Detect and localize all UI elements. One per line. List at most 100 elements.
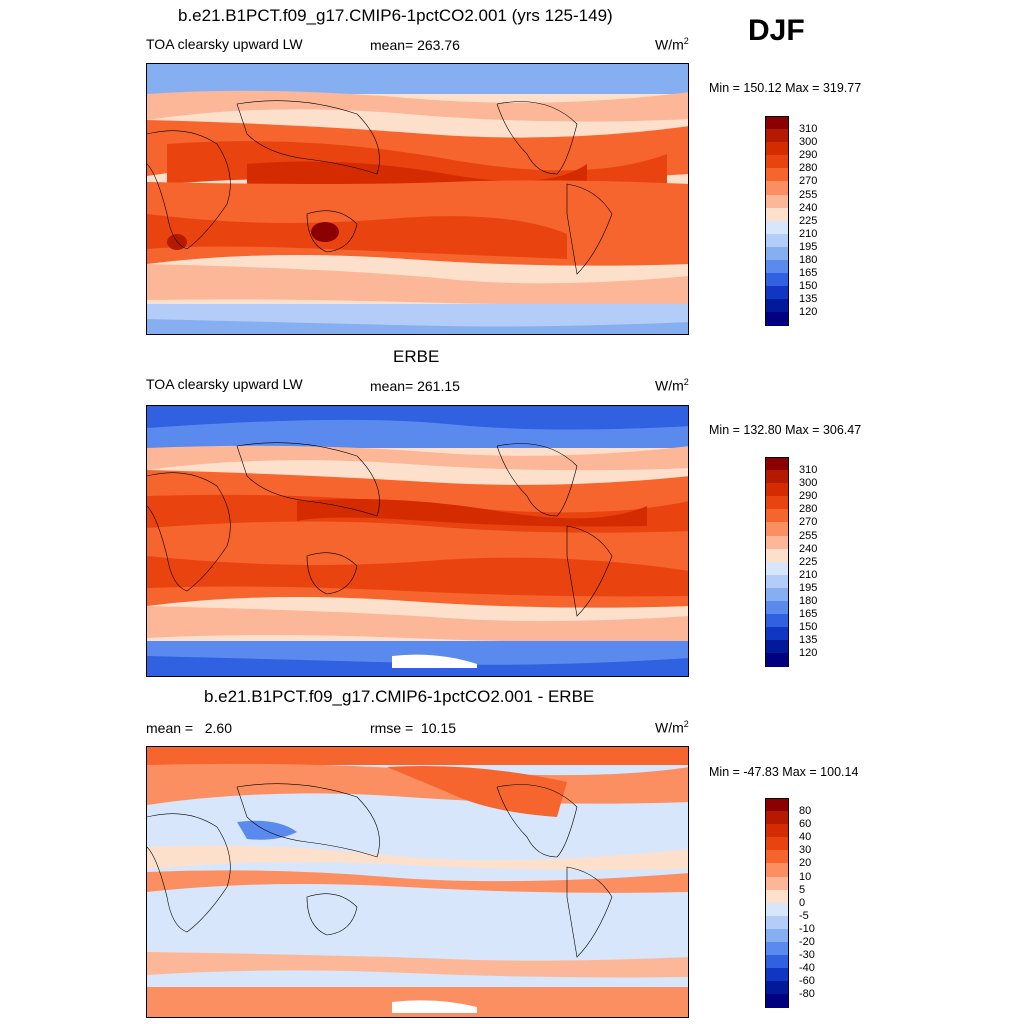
colorbar-tick-label: 290 [799, 149, 818, 161]
colorbar-swatch [765, 548, 789, 562]
colorbar-tick-label: 280 [799, 503, 818, 515]
colorbar-swatch [765, 286, 789, 300]
panel-mean-label: mean= 263.76 [370, 37, 460, 53]
colorbar-tick-label: 240 [799, 202, 818, 214]
colorbar-swatch [765, 273, 789, 287]
panel-title: ERBE [393, 347, 440, 366]
colorbar-model: 310 300 290 280 270 255 240 225 210 195 … [765, 116, 817, 326]
colorbar-tick-label: 150 [799, 621, 818, 633]
colorbar-swatch [765, 207, 789, 221]
colorbar-tick-label: -20 [799, 936, 815, 948]
colorbar-tick-label: 60 [799, 818, 812, 830]
colorbar-tick-label: 10 [799, 871, 812, 883]
colorbar-tick-label: 135 [799, 293, 818, 305]
colorbar-swatch [765, 260, 789, 274]
colorbar-tick-label: 40 [799, 831, 812, 843]
panel-minmax: Min = 132.80 Max = 306.47 [709, 423, 862, 437]
colorbar-swatch [765, 587, 789, 602]
colorbar-tick-label: 30 [799, 844, 812, 856]
colorbar-swatch [765, 876, 789, 890]
colorbar-tick-label: -60 [799, 975, 815, 987]
colorbar-diff: 80 60 40 30 20 10 5 0 -5 -10 -20 -30 -40… [765, 798, 815, 1008]
colorbar-swatch [765, 155, 789, 169]
colorbar-tick-label: -5 [799, 910, 809, 922]
colorbar-swatch [765, 640, 789, 654]
colorbar-swatch [765, 457, 789, 471]
colorbar-swatch [765, 902, 789, 916]
colorbar-swatch [765, 863, 789, 877]
colorbar-swatch [765, 994, 789, 1008]
colorbar-tick-label: -40 [799, 962, 815, 974]
colorbar-swatch [765, 574, 789, 588]
colorbar-tick-label: -80 [799, 988, 815, 1000]
colorbar-swatch [765, 889, 789, 903]
panel-minmax: Min = -47.83 Max = 100.14 [709, 765, 859, 779]
colorbar-tick-label: 300 [799, 477, 818, 489]
colorbar-swatch [765, 509, 789, 523]
colorbar-swatch [765, 928, 789, 943]
colorbar-tick-label: 300 [799, 136, 818, 148]
colorbar-obs: 310 300 290 280 270 255 240 225 210 195 … [765, 457, 817, 667]
colorbar-tick-label: 0 [799, 897, 806, 909]
colorbar-swatch [765, 483, 789, 497]
colorbar-swatch [765, 601, 789, 615]
colorbar-swatch [765, 129, 789, 143]
colorbar-swatch [765, 968, 789, 982]
colorbar-tick-label: -30 [799, 949, 815, 961]
colorbar-swatch [765, 627, 789, 641]
panel-units: W/m2 [655, 719, 689, 736]
map-model [146, 63, 689, 335]
panel-left-label: TOA clearsky upward LW [146, 376, 303, 392]
colorbar-swatch [765, 653, 789, 667]
colorbar-tick-label: 270 [799, 175, 818, 187]
colorbar-swatch [765, 194, 789, 208]
colorbar-tick-label: 240 [799, 543, 818, 555]
colorbar-tick-label: -10 [799, 923, 815, 935]
colorbar-tick-label: 255 [799, 530, 818, 542]
colorbar-tick-label: 165 [799, 267, 818, 279]
colorbar-tick-label: 165 [799, 608, 818, 620]
colorbar-swatch [765, 837, 789, 851]
colorbar-tick-label: 195 [799, 582, 818, 594]
colorbar-tick-label: 195 [799, 241, 818, 253]
colorbar-swatch [765, 142, 789, 156]
panel-left-label: TOA clearsky upward LW [146, 36, 303, 52]
colorbar-tick-label: 310 [799, 464, 818, 476]
colorbar-swatch [765, 942, 789, 956]
colorbar-tick-label: 310 [799, 123, 818, 135]
season-label: DJF [748, 14, 805, 47]
panel-minmax: Min = 150.12 Max = 319.77 [709, 81, 862, 95]
panel-units: W/m2 [655, 36, 689, 53]
colorbar-swatch [765, 299, 789, 313]
map-obs [146, 405, 689, 677]
colorbar-swatch [765, 915, 789, 929]
colorbar-swatch [765, 220, 789, 234]
colorbar-tick-label: 135 [799, 634, 818, 646]
colorbar-swatch [765, 522, 789, 536]
colorbar-tick-label: 290 [799, 490, 818, 502]
map-diff [146, 746, 689, 1018]
colorbar-swatch [765, 535, 789, 549]
colorbar-swatch [765, 470, 789, 484]
colorbar-tick-label: 20 [799, 857, 812, 869]
colorbar-swatch [765, 181, 789, 195]
panel-mean-label: mean = 2.60 [146, 720, 233, 736]
colorbar-swatch [765, 168, 789, 182]
colorbar-swatch [765, 981, 789, 995]
colorbar-swatch [765, 798, 789, 812]
colorbar-tick-label: 180 [799, 595, 818, 607]
colorbar-tick-label: 150 [799, 280, 818, 292]
colorbar-tick-label: 225 [799, 215, 818, 227]
colorbar-tick-label: 270 [799, 516, 818, 528]
colorbar-swatch [765, 955, 789, 969]
colorbar-swatch [765, 824, 789, 838]
colorbar-swatch [765, 614, 789, 628]
panel-title: b.e21.B1PCT.f09_g17.CMIP6-1pctCO2.001 - … [204, 687, 595, 706]
colorbar-swatch [765, 233, 789, 247]
colorbar-tick-label: 280 [799, 162, 818, 174]
panel-rmse-label: rmse = 10.15 [370, 720, 456, 736]
colorbar-tick-label: 80 [799, 805, 812, 817]
panel-title: b.e21.B1PCT.f09_g17.CMIP6-1pctCO2.001 (y… [178, 6, 613, 25]
colorbar-swatch [765, 496, 789, 510]
colorbar-tick-label: 180 [799, 254, 818, 266]
